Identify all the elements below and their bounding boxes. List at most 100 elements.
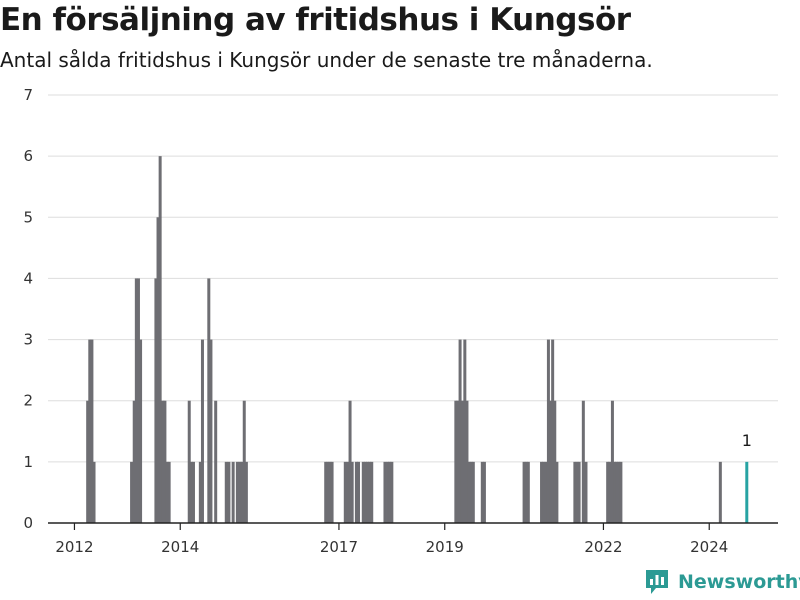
y-tick-label: 2	[23, 392, 33, 410]
bar	[577, 461, 581, 523]
bar	[328, 461, 332, 523]
bar	[326, 461, 330, 523]
bar	[383, 461, 387, 523]
x-tick-label: 2022	[584, 538, 622, 556]
bar	[465, 400, 469, 523]
bar	[546, 339, 550, 523]
bar	[214, 400, 218, 523]
x-tick-label: 2017	[320, 538, 358, 556]
bar	[224, 461, 228, 523]
bar	[187, 400, 191, 523]
bar	[189, 461, 193, 523]
bar	[540, 461, 544, 523]
bar	[191, 461, 195, 523]
bar	[357, 461, 361, 523]
brand-name: Newsworthy	[678, 571, 800, 593]
bar	[132, 400, 136, 523]
bar	[238, 461, 242, 523]
bar	[454, 400, 458, 523]
bar	[542, 461, 546, 523]
bar	[458, 339, 462, 523]
bar	[526, 461, 530, 523]
bar	[460, 400, 464, 523]
bar	[209, 339, 213, 523]
bars	[86, 156, 749, 524]
bar	[619, 461, 623, 523]
bar	[608, 461, 612, 523]
bar	[482, 461, 486, 523]
bar	[615, 461, 619, 523]
bar	[136, 278, 140, 523]
bar	[524, 461, 528, 523]
bar	[240, 461, 244, 523]
bar	[363, 461, 367, 523]
bar	[584, 461, 588, 523]
bar	[88, 339, 92, 523]
y-tick-label: 1	[23, 453, 33, 471]
bar	[198, 461, 202, 523]
bar	[718, 461, 722, 523]
bar-chart-logo-icon	[646, 570, 668, 594]
chart-subtitle: Antal sålda fritidshus i Kungsör under d…	[0, 48, 653, 72]
bar	[92, 461, 96, 523]
bar	[235, 461, 239, 523]
chart-title: En försäljning av fritidshus i Kungsör	[0, 2, 631, 38]
bar	[244, 461, 248, 523]
x-tick-label: 2012	[55, 538, 93, 556]
bar	[139, 339, 143, 523]
bar	[361, 461, 365, 523]
bar	[165, 461, 169, 523]
bar	[350, 461, 354, 523]
y-tick-label: 3	[23, 331, 33, 349]
bar	[134, 278, 138, 523]
y-tick-label: 6	[23, 147, 33, 165]
bar	[154, 278, 158, 523]
bar	[346, 461, 350, 523]
bar	[386, 461, 390, 523]
bar	[553, 400, 557, 523]
bar	[354, 461, 358, 523]
bar	[348, 400, 352, 523]
bar	[471, 461, 475, 523]
highlight-bar	[745, 461, 749, 523]
bar	[606, 461, 610, 523]
bar	[167, 461, 171, 523]
bar	[390, 461, 394, 523]
bar	[610, 400, 614, 523]
bar	[480, 461, 484, 523]
bar	[463, 339, 467, 523]
bar	[161, 400, 165, 523]
bar	[368, 461, 372, 523]
bar	[207, 278, 211, 523]
x-tick-label: 2019	[426, 538, 464, 556]
bar	[343, 461, 347, 523]
bar	[575, 461, 579, 523]
bar	[330, 461, 334, 523]
bar	[555, 461, 559, 523]
bar	[467, 461, 471, 523]
y-axis-labels: 0 1 2 3 4 5 6 7	[23, 86, 33, 532]
bar	[613, 461, 617, 523]
annotations: 1	[742, 431, 752, 450]
y-tick-label: 4	[23, 269, 33, 287]
x-tick-label: 2014	[161, 538, 199, 556]
bar	[581, 400, 585, 523]
bar	[617, 461, 621, 523]
bar	[231, 461, 235, 523]
bar	[163, 400, 167, 523]
newsworthy-logo: Newsworthy	[644, 568, 800, 596]
bar	[200, 339, 204, 523]
bar	[86, 400, 90, 523]
bar	[130, 461, 134, 523]
x-tick-label: 2024	[690, 538, 728, 556]
bar	[573, 461, 577, 523]
y-tick-label: 0	[23, 514, 33, 532]
bar	[158, 156, 162, 523]
bar	[156, 217, 160, 524]
bar	[469, 461, 473, 523]
bar	[522, 461, 526, 523]
bar	[544, 461, 548, 523]
y-tick-label: 5	[23, 208, 33, 226]
bar	[551, 339, 555, 523]
